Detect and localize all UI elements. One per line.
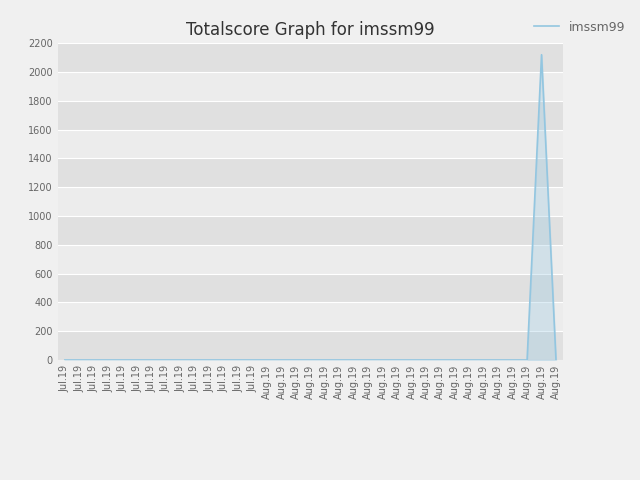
Bar	[58, 72, 563, 101]
Bar	[58, 302, 563, 331]
Bar	[58, 158, 563, 187]
Bar	[58, 101, 563, 130]
Bar	[58, 216, 563, 245]
Bar	[58, 274, 563, 302]
Title: Totalscore Graph for imssm99: Totalscore Graph for imssm99	[186, 21, 435, 39]
Bar	[58, 245, 563, 274]
Legend: imssm99: imssm99	[529, 16, 630, 39]
Bar	[58, 331, 563, 360]
Bar	[58, 130, 563, 158]
Bar	[58, 43, 563, 72]
Bar	[58, 187, 563, 216]
